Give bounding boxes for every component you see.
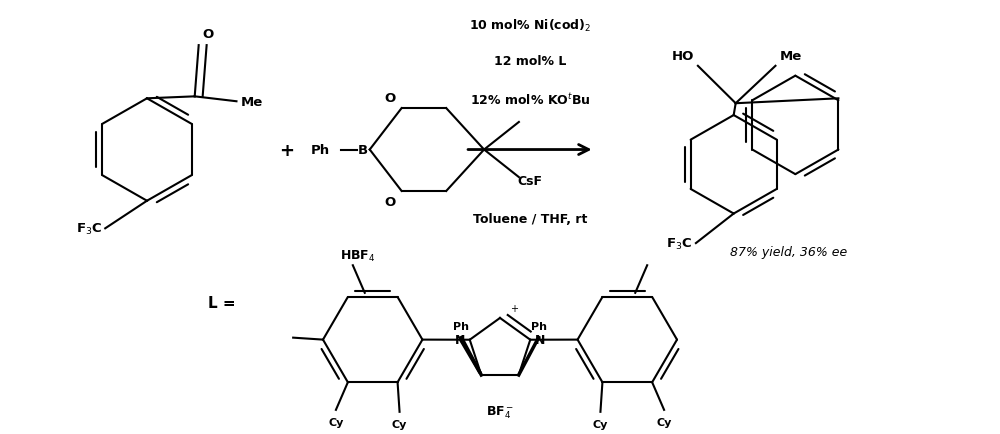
- Text: Ph: Ph: [453, 321, 469, 331]
- Text: Cy: Cy: [328, 417, 344, 427]
- Text: CsF: CsF: [517, 175, 542, 188]
- Text: Ph: Ph: [531, 321, 547, 331]
- Text: Cy: Cy: [593, 419, 608, 429]
- Text: L =: L =: [208, 295, 235, 310]
- Text: O: O: [203, 28, 214, 41]
- Text: Cy: Cy: [656, 417, 672, 427]
- Text: 12% mol% KO$^t$Bu: 12% mol% KO$^t$Bu: [470, 92, 590, 108]
- Text: Me: Me: [779, 50, 802, 63]
- Text: F$_3$C: F$_3$C: [76, 221, 102, 237]
- Text: O: O: [384, 92, 396, 105]
- Text: 12 mol% L: 12 mol% L: [494, 55, 566, 68]
- Text: +: +: [279, 141, 294, 159]
- Text: 87% yield, 36% ee: 87% yield, 36% ee: [730, 246, 847, 259]
- Text: N: N: [535, 333, 546, 346]
- Text: Cy: Cy: [392, 419, 407, 429]
- Text: O: O: [384, 195, 396, 208]
- Text: Ph: Ph: [311, 144, 330, 157]
- Text: N: N: [454, 333, 465, 346]
- Text: B: B: [358, 144, 368, 157]
- Text: BF$_4^-$: BF$_4^-$: [486, 404, 514, 420]
- Text: Me: Me: [240, 95, 263, 108]
- Text: HO: HO: [672, 50, 694, 63]
- Text: F$_3$C: F$_3$C: [666, 236, 692, 251]
- Text: HBF$_4$: HBF$_4$: [340, 248, 376, 263]
- Text: 10 mol% Ni(cod)$_2$: 10 mol% Ni(cod)$_2$: [469, 17, 591, 33]
- Text: Toluene / THF, rt: Toluene / THF, rt: [473, 212, 587, 225]
- Text: +: +: [510, 303, 518, 313]
